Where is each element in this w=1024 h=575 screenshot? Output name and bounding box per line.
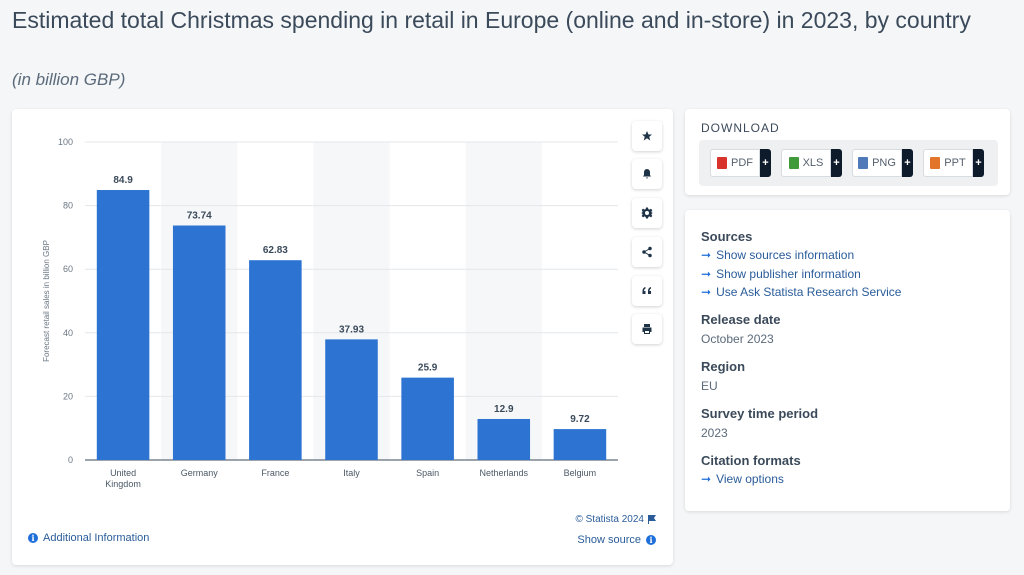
bar [96,190,150,460]
x-tick-label: Kingdom [105,479,141,489]
release-date-heading: Release date [701,312,781,327]
sources-heading: Sources [701,229,753,244]
additional-information-label: Additional Information [43,532,150,544]
x-tick-label: Netherlands [480,468,529,478]
share-icon[interactable] [632,237,662,267]
plus-icon[interactable]: + [760,149,771,177]
bar-chart: 0 20 40 60 80 100 Forecast retail sales in bil… [42,137,618,489]
view-options-link[interactable]: ➞ View options [701,472,784,486]
bar [325,339,378,460]
show-sources-link[interactable]: ➞ Show sources information [701,248,854,262]
statista-credit[interactable]: © Statista 2024 [575,514,656,525]
info-icon: i [646,535,656,545]
bar [477,418,531,460]
plus-icon[interactable]: + [973,149,984,177]
x-tick-label: United [110,468,136,478]
arrow-right-icon: ➞ [701,267,712,281]
x-tick-label: Germany [181,468,219,478]
data-label: 62.83 [263,245,288,256]
band-shade [465,142,542,460]
data-label: 25.9 [418,363,438,374]
bar [401,377,454,460]
print-icon[interactable] [632,314,662,344]
arrow-right-icon: ➞ [701,472,712,486]
bell-icon[interactable] [632,159,662,189]
page-subtitle: (in billion GBP) [12,70,126,89]
citation-formats-heading: Citation formats [701,453,801,468]
bar [249,260,302,460]
download-ppt-button[interactable]: PPT + [923,149,984,177]
y-tick-label: 0 [68,455,73,465]
region-heading: Region [701,359,746,374]
release-date-value: October 2023 [701,332,774,346]
bar [553,429,607,460]
gear-icon[interactable] [632,198,662,228]
view-options-label: View options [716,472,784,486]
download-xls-label: XLS [802,157,824,169]
y-tick-label: 20 [63,391,73,401]
y-tick-label: 60 [63,264,73,274]
show-source-label: Show source [577,534,641,546]
credit-text: © Statista 2024 [575,514,644,525]
show-sources-label: Show sources information [716,248,855,262]
info-panel: Sources ➞ Show sources information ➞ Show … [685,210,1010,511]
download-title: DOWNLOAD [701,121,780,135]
research-service-label: Use Ask Statista Research Service [716,285,902,299]
info-icon: i [28,533,38,543]
download-png-button[interactable]: PNG + [852,149,913,177]
y-tick-label: 100 [58,137,73,147]
download-buttons: PDF + XLS + PNG + PPT + [699,140,998,186]
quote-icon[interactable] [632,276,662,306]
plus-icon[interactable]: + [902,149,913,177]
x-tick-label: Italy [343,468,360,478]
survey-period-value: 2023 [701,426,728,440]
page-title: Estimated total Christmas spending in re… [12,7,971,33]
additional-information-link[interactable]: i Additional Information [28,532,149,544]
xls-file-icon [788,157,799,169]
download-png-label: PNG [872,157,896,169]
download-panel: DOWNLOAD PDF + XLS + PNG + PPT + [685,109,1010,195]
ppt-file-icon [930,157,941,169]
show-publisher-label: Show publisher information [716,267,861,281]
download-xls-button[interactable]: XLS + [781,149,842,177]
arrow-right-icon: ➞ [701,285,712,299]
chart-card: 0 20 40 60 80 100 Forecast retail sales in bil… [12,109,673,565]
y-axis-label: Forecast retail sales in billion GBP [42,240,51,362]
data-label: 84.9 [113,175,133,186]
flag-icon [648,515,656,524]
star-icon[interactable] [632,121,662,151]
show-source-link[interactable]: Show source i [577,534,656,546]
download-pdf-label: PDF [731,157,753,169]
y-tick-label: 80 [63,201,73,211]
x-tick-label: France [261,468,289,478]
x-tick-label: Belgium [564,468,597,478]
survey-period-heading: Survey time period [701,406,819,421]
region-value: EU [701,379,718,393]
plus-icon[interactable]: + [831,149,842,177]
data-label: 37.93 [339,324,364,335]
show-publisher-link[interactable]: ➞ Show publisher information [701,267,861,281]
y-tick-label: 40 [63,328,73,338]
data-label: 9.72 [570,414,590,425]
data-label: 73.74 [187,211,212,222]
x-tick-label: Spain [416,468,439,478]
png-file-icon [858,157,869,169]
research-service-link[interactable]: ➞ Use Ask Statista Research Service [701,285,901,299]
pdf-file-icon [717,157,727,169]
download-pdf-button[interactable]: PDF + [710,149,771,177]
bar [172,225,226,460]
data-label: 12.9 [494,404,514,415]
arrow-right-icon: ➞ [701,248,712,262]
download-ppt-label: PPT [944,157,966,169]
